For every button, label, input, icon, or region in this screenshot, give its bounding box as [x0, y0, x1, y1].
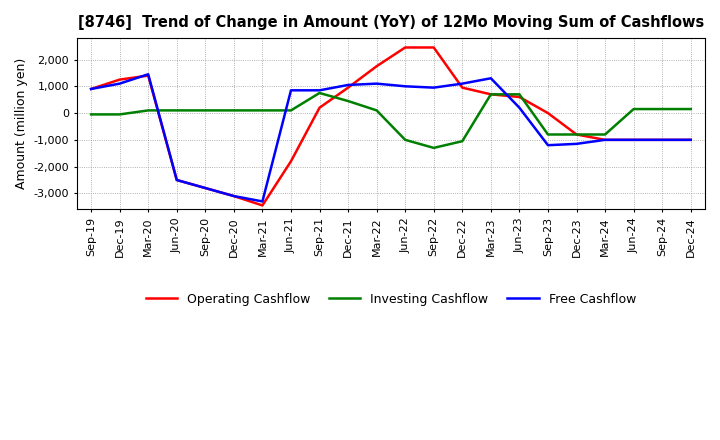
Operating Cashflow: [172, 177, 181, 183]
Investing Cashflow: [372, 108, 381, 113]
Investing Cashflow: [600, 132, 609, 137]
Investing Cashflow: [258, 108, 266, 113]
Operating Cashflow: [429, 45, 438, 50]
Operating Cashflow: [230, 194, 238, 199]
Operating Cashflow: [343, 85, 352, 90]
Free Cashflow: [287, 88, 295, 93]
Free Cashflow: [629, 137, 638, 143]
Operating Cashflow: [658, 137, 667, 143]
Free Cashflow: [372, 81, 381, 86]
Operating Cashflow: [315, 105, 324, 110]
Operating Cashflow: [401, 45, 410, 50]
Investing Cashflow: [429, 145, 438, 150]
Operating Cashflow: [686, 137, 695, 143]
Operating Cashflow: [287, 159, 295, 164]
Investing Cashflow: [487, 92, 495, 97]
Investing Cashflow: [544, 132, 552, 137]
Free Cashflow: [600, 137, 609, 143]
Free Cashflow: [144, 72, 153, 77]
Line: Operating Cashflow: Operating Cashflow: [91, 48, 690, 205]
Line: Free Cashflow: Free Cashflow: [91, 74, 690, 202]
Investing Cashflow: [287, 108, 295, 113]
Operating Cashflow: [600, 137, 609, 143]
Free Cashflow: [686, 137, 695, 143]
Operating Cashflow: [487, 92, 495, 97]
Free Cashflow: [87, 86, 96, 92]
Investing Cashflow: [144, 108, 153, 113]
Operating Cashflow: [544, 110, 552, 116]
Free Cashflow: [172, 177, 181, 183]
Investing Cashflow: [201, 108, 210, 113]
Y-axis label: Amount (million yen): Amount (million yen): [15, 58, 28, 189]
Free Cashflow: [429, 85, 438, 90]
Operating Cashflow: [458, 85, 467, 90]
Operating Cashflow: [201, 185, 210, 191]
Investing Cashflow: [230, 108, 238, 113]
Operating Cashflow: [572, 132, 581, 137]
Operating Cashflow: [115, 77, 124, 82]
Operating Cashflow: [258, 203, 266, 208]
Line: Investing Cashflow: Investing Cashflow: [91, 93, 690, 148]
Legend: Operating Cashflow, Investing Cashflow, Free Cashflow: Operating Cashflow, Investing Cashflow, …: [141, 288, 641, 311]
Investing Cashflow: [686, 106, 695, 112]
Title: [8746]  Trend of Change in Amount (YoY) of 12Mo Moving Sum of Cashflows: [8746] Trend of Change in Amount (YoY) o…: [78, 15, 704, 30]
Operating Cashflow: [629, 137, 638, 143]
Investing Cashflow: [572, 132, 581, 137]
Investing Cashflow: [401, 137, 410, 143]
Investing Cashflow: [343, 99, 352, 104]
Free Cashflow: [401, 84, 410, 89]
Operating Cashflow: [144, 73, 153, 78]
Free Cashflow: [658, 137, 667, 143]
Free Cashflow: [115, 81, 124, 86]
Investing Cashflow: [658, 106, 667, 112]
Investing Cashflow: [458, 139, 467, 144]
Investing Cashflow: [172, 108, 181, 113]
Free Cashflow: [315, 88, 324, 93]
Free Cashflow: [230, 194, 238, 199]
Investing Cashflow: [315, 90, 324, 95]
Operating Cashflow: [515, 94, 523, 99]
Free Cashflow: [544, 143, 552, 148]
Investing Cashflow: [515, 92, 523, 97]
Free Cashflow: [258, 199, 266, 204]
Investing Cashflow: [115, 112, 124, 117]
Operating Cashflow: [87, 86, 96, 92]
Investing Cashflow: [87, 112, 96, 117]
Free Cashflow: [487, 76, 495, 81]
Free Cashflow: [515, 105, 523, 110]
Free Cashflow: [572, 141, 581, 147]
Investing Cashflow: [629, 106, 638, 112]
Free Cashflow: [201, 185, 210, 191]
Operating Cashflow: [372, 64, 381, 69]
Free Cashflow: [458, 81, 467, 86]
Free Cashflow: [343, 82, 352, 88]
